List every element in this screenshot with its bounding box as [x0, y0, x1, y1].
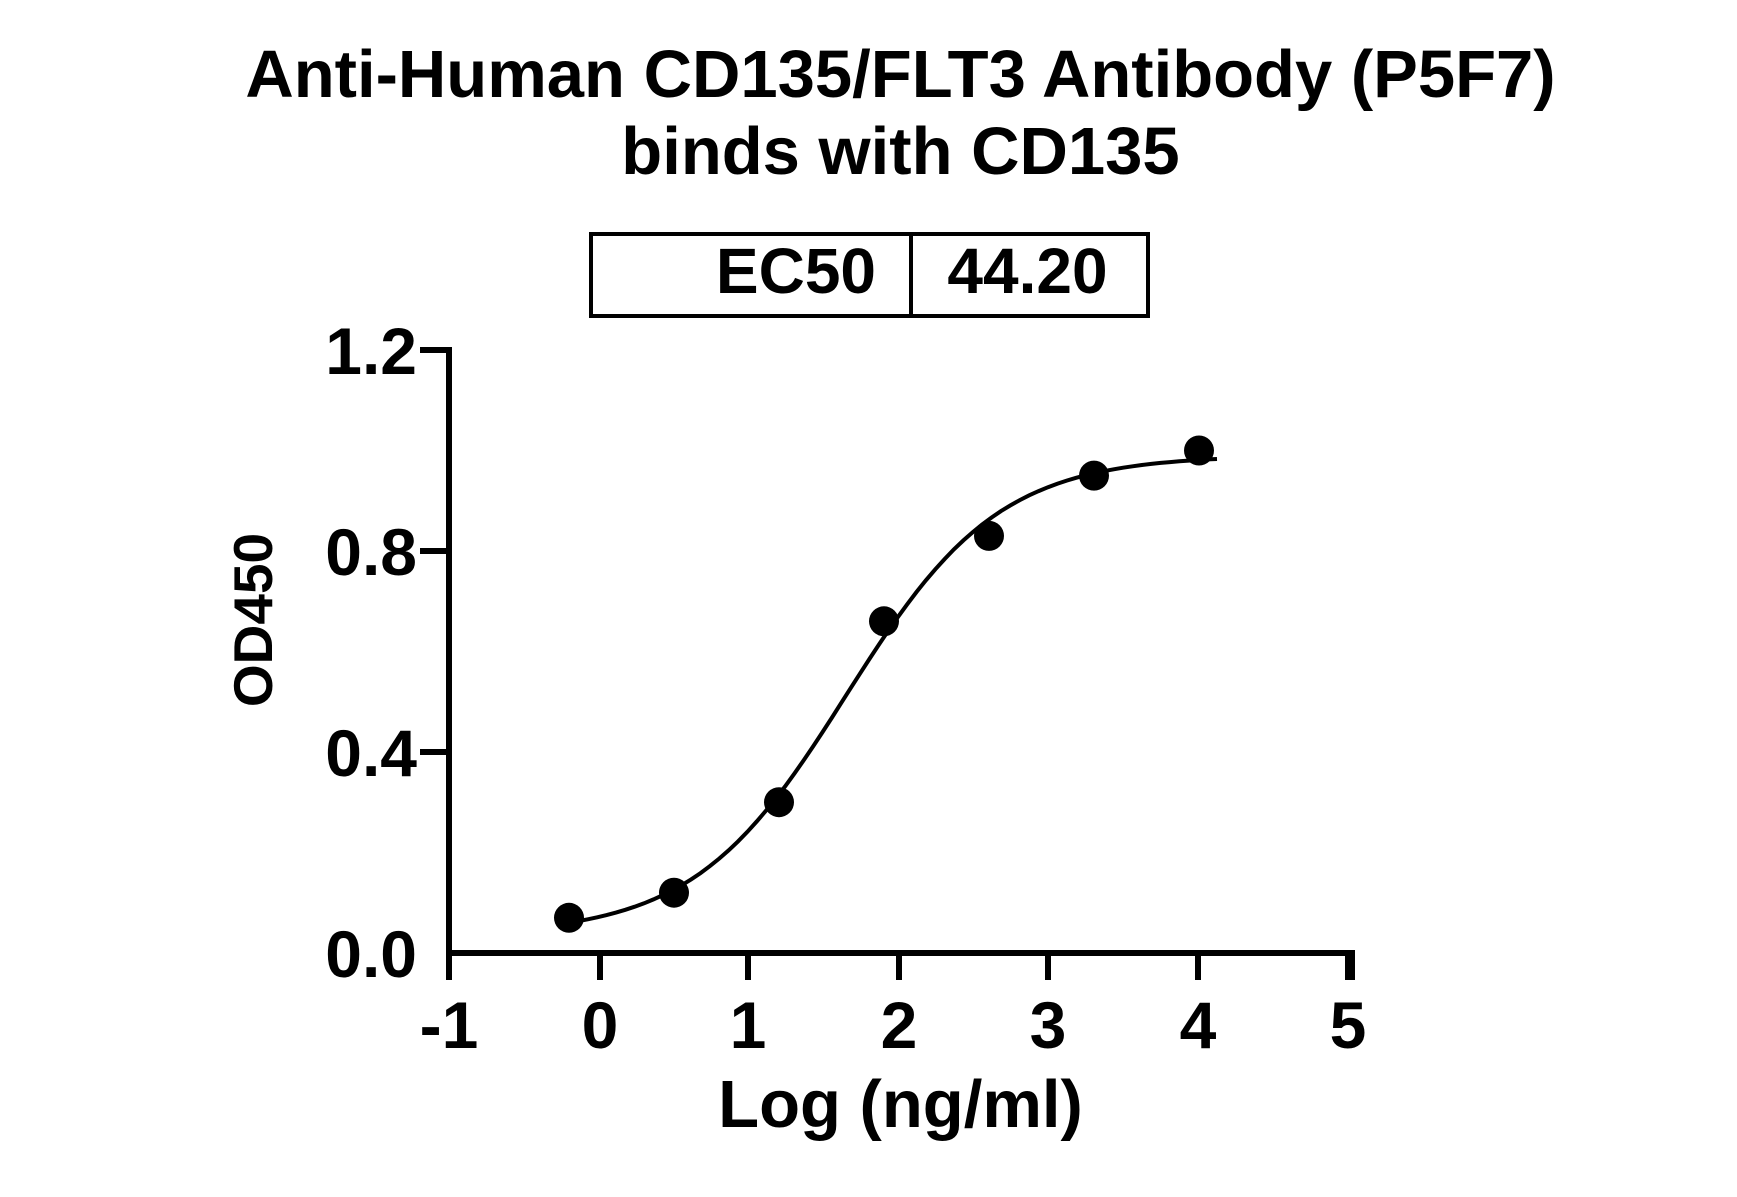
svg-text:1: 1	[730, 988, 767, 1062]
svg-text:5: 5	[1330, 988, 1367, 1062]
svg-text:0.0: 0.0	[325, 917, 417, 991]
svg-text:-1: -1	[420, 988, 479, 1062]
svg-text:0: 0	[582, 988, 619, 1062]
svg-text:0.4: 0.4	[325, 716, 417, 790]
svg-text:4: 4	[1180, 988, 1217, 1062]
svg-text:1.2: 1.2	[325, 314, 417, 388]
svg-text:2: 2	[881, 988, 918, 1062]
svg-text:3: 3	[1030, 988, 1067, 1062]
svg-text:OD450: OD450	[222, 533, 284, 707]
svg-text:0.8: 0.8	[325, 515, 417, 589]
